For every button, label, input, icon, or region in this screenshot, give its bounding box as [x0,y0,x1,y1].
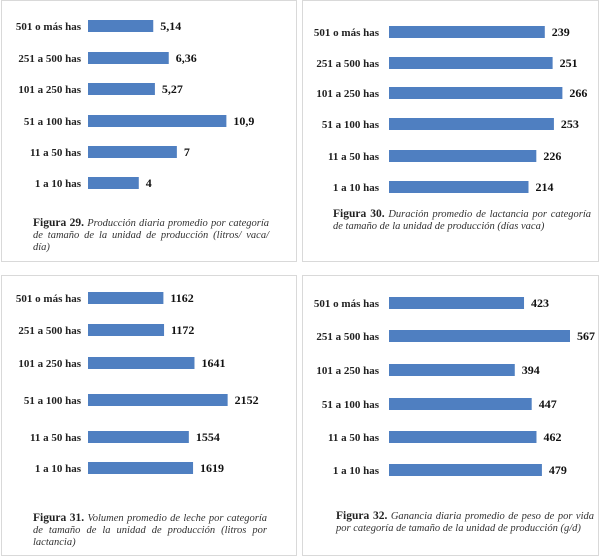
figure-32-caption: Figura 32. Ganancia diaria promedio de p… [336,510,594,535]
bar [389,57,553,69]
category-label: 51 a 100 has [24,116,82,128]
category-label: 11 a 50 has [328,432,380,444]
bar [389,87,563,99]
value-label: 6,36 [176,51,197,65]
category-label: 1 a 10 has [333,465,380,477]
figure-31-chart: 501 o más has 1162 251 a 500 has 1172 101 a … [16,291,259,475]
value-label: 447 [539,397,557,411]
bar [88,462,194,474]
caption-text: Duración promedio de lactancia por categ… [333,209,591,232]
category-label: 501 o más has [314,298,380,310]
category-label: 101 a 250 has [18,358,81,370]
bar [389,330,570,342]
figure-30-caption: Figura 30. Duración promedio de lactanci… [333,208,591,233]
category-label: 11 a 50 has [328,151,380,163]
value-label: 253 [561,117,579,131]
value-label: 10,9 [233,114,254,128]
category-label: 51 a 100 has [24,395,82,407]
bar [88,83,155,95]
category-label: 101 a 250 has [316,88,379,100]
category-label: 1 a 10 has [35,463,82,475]
value-label: 1554 [196,430,220,444]
category-label: 51 a 100 has [322,399,380,411]
figure-30-panel: 501 o más has 239 251 a 500 has 251 101 a 25… [302,0,599,262]
value-label: 226 [543,149,561,163]
category-label: 501 o más has [16,21,82,33]
caption-text: Volumen promedio de leche por categoría … [33,513,267,548]
bar [389,150,537,162]
bar [389,431,537,443]
value-label: 5,27 [162,82,183,96]
value-label: 1172 [171,323,194,337]
figure-29-chart: 501 o más has 5,14 251 a 500 has 6,36 101 a … [16,19,254,190]
bar [88,431,189,443]
value-label: 214 [535,180,553,194]
category-label: 251 a 500 has [18,325,81,337]
figure-32-panel: 501 o más has 423 251 a 500 has 567 101 a 25… [302,275,599,556]
figure-29-caption: Figura 29. Producción diaria promedio po… [33,217,269,254]
caption-text: Producción diaria promedio por categoría… [33,218,269,253]
value-label: 4 [146,176,152,190]
bar [389,364,515,376]
value-label: 1619 [200,461,224,475]
caption-label: Figura 32. [336,510,388,522]
value-label: 239 [552,25,570,39]
category-label: 501 o más has [16,293,82,305]
bar [88,20,154,32]
bar [389,464,542,476]
category-label: 501 o más has [314,27,380,39]
category-label: 251 a 500 has [316,331,379,343]
value-label: 567 [577,329,595,343]
bar [389,181,529,193]
category-label: 1 a 10 has [333,182,380,194]
value-label: 394 [522,363,540,377]
figure-30-chart: 501 o más has 239 251 a 500 has 251 101 a 25… [314,25,587,194]
value-label: 479 [549,463,567,477]
bar [88,177,139,189]
bar [389,118,554,130]
category-label: 11 a 50 has [30,147,82,159]
value-label: 462 [543,430,561,444]
caption-label: Figura 29. [33,217,85,229]
value-label: 7 [184,145,190,159]
category-label: 251 a 500 has [18,53,81,65]
value-label: 1641 [201,356,225,370]
category-label: 101 a 250 has [316,365,379,377]
category-label: 101 a 250 has [18,84,81,96]
figure-31-panel: 501 o más has 1162 251 a 500 has 1172 101 a … [1,275,297,556]
bar [389,297,525,309]
bar [88,115,227,127]
figure-31-caption: Figura 31. Volumen promedio de leche por… [33,512,267,549]
bar [389,26,545,38]
value-label: 5,14 [160,19,181,33]
value-label: 423 [531,296,549,310]
value-label: 2152 [235,393,259,407]
bar [88,357,195,369]
category-label: 51 a 100 has [322,119,380,131]
bar [389,398,532,410]
value-label: 1162 [170,291,193,305]
bar [88,324,165,336]
category-label: 1 a 10 has [35,178,82,190]
value-label: 266 [569,86,587,100]
category-label: 251 a 500 has [316,58,379,70]
bar [88,394,228,406]
caption-text: Ganancia diaria promedio de peso de por … [336,511,594,534]
caption-label: Figura 31. [33,512,85,524]
figure-29-panel: 501 o más has 5,14 251 a 500 has 6,36 101 a … [1,0,297,262]
value-label: 251 [560,56,578,70]
category-label: 11 a 50 has [30,432,82,444]
figure-32-chart: 501 o más has 423 251 a 500 has 567 101 a 25… [314,296,595,477]
bar [88,146,177,158]
bar [88,292,164,304]
caption-label: Figura 30. [333,208,385,220]
bar [88,52,169,64]
